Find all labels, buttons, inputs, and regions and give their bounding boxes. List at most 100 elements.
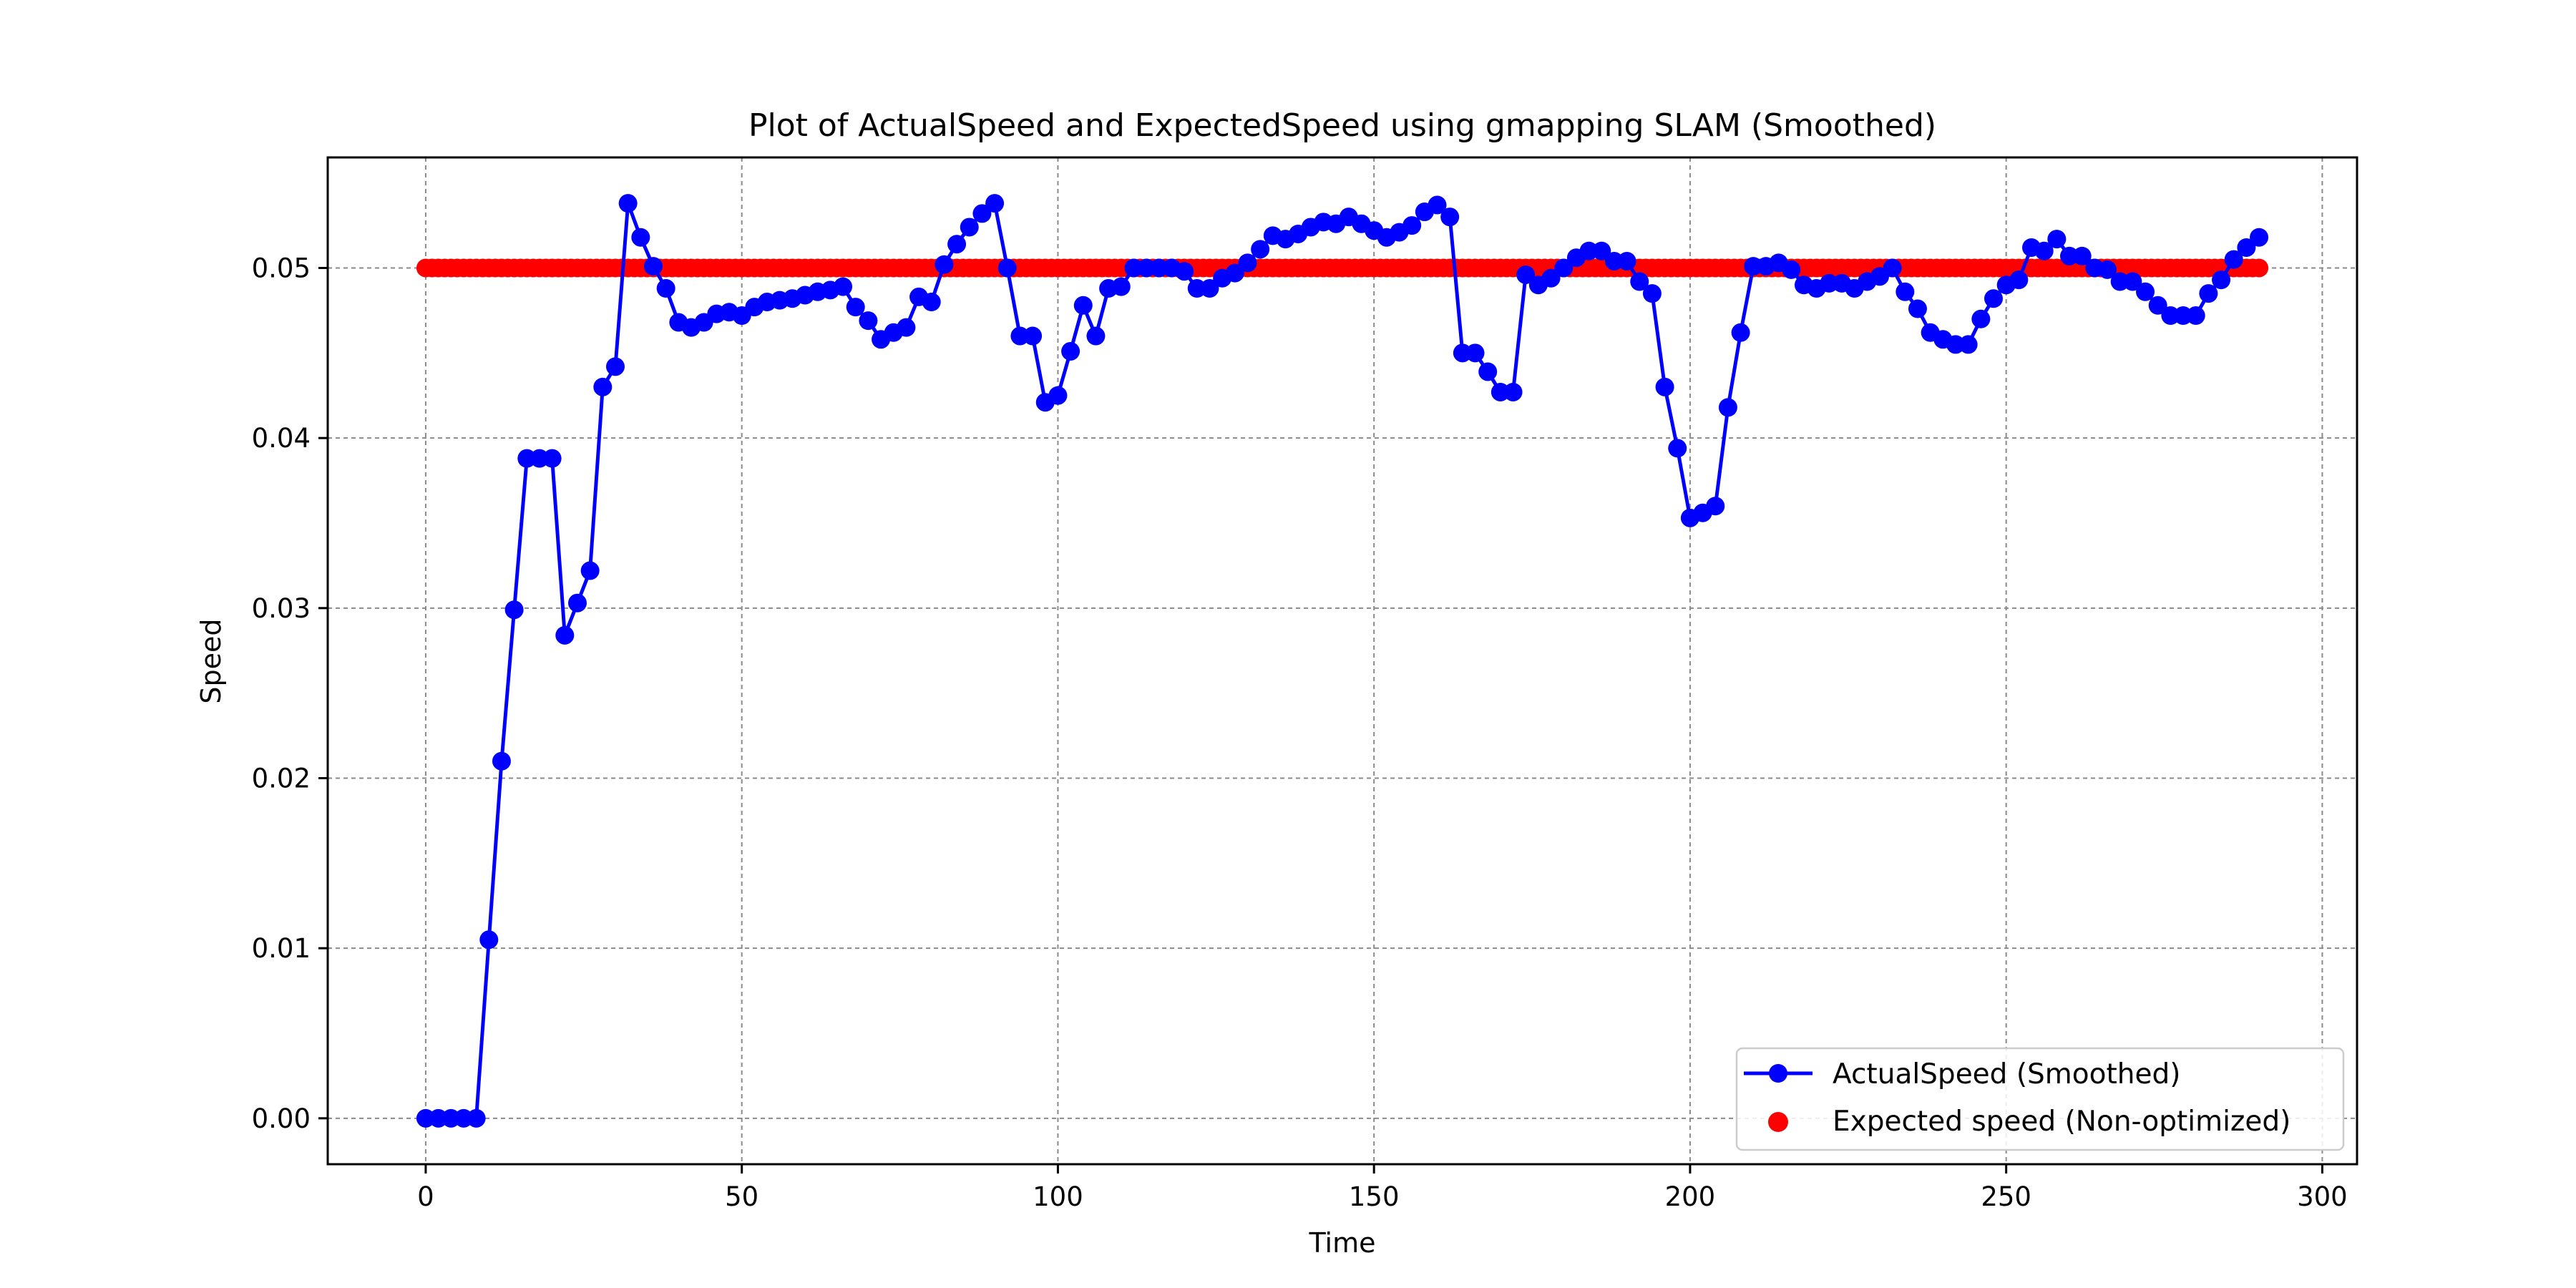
actual-speed-point xyxy=(1541,268,1561,288)
actual-speed-point xyxy=(2199,284,2218,303)
actual-speed-point xyxy=(1516,265,1536,284)
actual-speed-point xyxy=(935,255,954,274)
actual-speed-point xyxy=(1023,326,1043,346)
actual-speed-point xyxy=(1617,251,1636,270)
actual-speed-point xyxy=(618,194,638,213)
actual-speed-point xyxy=(960,218,979,237)
actual-speed-point xyxy=(593,377,613,396)
actual-speed-point xyxy=(859,311,878,331)
actual-speed-point xyxy=(2072,246,2092,265)
x-tick-label: 300 xyxy=(2297,1181,2348,1212)
legend-box xyxy=(1735,1047,2345,1151)
axes-frame xyxy=(326,156,2358,1166)
actual-speed-point xyxy=(834,277,853,296)
actual-speed-point xyxy=(985,194,1005,213)
actual-speed-point xyxy=(1668,439,1687,458)
actual-speed-point xyxy=(2047,230,2067,249)
actual-speed-point xyxy=(1655,377,1674,396)
actual-speed-point xyxy=(1225,263,1244,283)
actual-speed-point xyxy=(1111,277,1131,296)
actual-speed-point xyxy=(1238,253,1257,273)
actual-speed-point xyxy=(1440,208,1460,227)
actual-speed-point xyxy=(1175,262,1194,281)
x-tick-label: 200 xyxy=(1665,1181,1716,1212)
y-axis-label: Speed xyxy=(195,618,227,703)
y-tick-label: 0.00 xyxy=(252,1103,311,1134)
plot-data xyxy=(416,194,2269,1128)
actual-speed-point xyxy=(1200,279,1219,298)
actual-speed-point xyxy=(631,228,650,247)
actual-speed-point xyxy=(467,1108,486,1128)
actual-speed-point xyxy=(643,257,663,276)
actual-speed-point xyxy=(555,625,575,645)
actual-speed-point xyxy=(2123,272,2142,291)
actual-speed-point xyxy=(922,293,941,312)
x-axis-label: Time xyxy=(1309,1227,1376,1259)
x-tick-label: 50 xyxy=(725,1181,758,1212)
actual-speed-point xyxy=(1958,335,1978,354)
actual-speed-point xyxy=(2148,296,2167,315)
actual-speed-point xyxy=(1478,362,1498,381)
actual-speed-point xyxy=(1896,282,1915,301)
actual-speed-point xyxy=(1592,241,1611,260)
actual-speed-point xyxy=(2186,306,2205,326)
actual-speed-point xyxy=(1048,386,1068,405)
expected-speed-point xyxy=(2250,258,2269,278)
x-tick-label: 0 xyxy=(417,1181,434,1212)
actual-speed-point xyxy=(1554,258,1574,278)
actual-speed-point xyxy=(542,449,562,468)
actual-speed-point xyxy=(846,298,865,317)
actual-speed-point xyxy=(897,318,916,337)
actual-speed-point xyxy=(947,235,967,254)
actual-speed-point xyxy=(492,751,511,771)
actual-speed-point xyxy=(2034,241,2054,260)
actual-speed-point xyxy=(1718,398,1737,417)
actual-speed-point xyxy=(1086,326,1106,346)
y-tick-label: 0.01 xyxy=(252,933,311,964)
legend-actual-label: ActualSpeed (Smoothed) xyxy=(1833,1058,2181,1091)
grid xyxy=(328,157,2357,1164)
actual-speed-point xyxy=(1731,323,1750,342)
chart-title: Plot of ActualSpeed and ExpectedSpeed us… xyxy=(748,107,1936,144)
legend-expected-marker xyxy=(1768,1112,1788,1132)
actual-speed-point xyxy=(479,930,499,950)
actual-speed-point xyxy=(2224,250,2243,269)
actual-speed-point xyxy=(2098,260,2117,279)
actual-speed-point xyxy=(1984,289,2003,308)
actual-speed-point xyxy=(1706,497,1725,516)
actual-speed-point xyxy=(2237,238,2256,257)
actual-speed-point xyxy=(1630,272,1649,291)
actual-speed-point xyxy=(972,204,992,223)
y-tick-label: 0.05 xyxy=(252,253,311,283)
x-tick-label: 150 xyxy=(1349,1181,1400,1212)
actual-speed-point xyxy=(2250,228,2269,247)
actual-speed-point xyxy=(1642,284,1662,303)
actual-speed-point xyxy=(1782,260,1801,279)
x-tick-label: 250 xyxy=(1981,1181,2031,1212)
actual-speed-point xyxy=(580,561,600,580)
actual-speed-point xyxy=(2009,270,2029,290)
actual-speed-point xyxy=(1428,195,1447,215)
actual-speed-point xyxy=(1465,343,1485,363)
x-tick-label: 100 xyxy=(1033,1181,1083,1212)
actual-speed-point xyxy=(2212,270,2231,290)
actual-speed-point xyxy=(2136,282,2155,301)
y-tick-label: 0.04 xyxy=(252,423,311,454)
axis-ticks: 0 50 100 150 200 250 300 0.00 0.01 0.02 0.03 0.04 0.… xyxy=(252,253,2348,1212)
legend: ActualSpeed (Smoothed) Expected speed (N… xyxy=(1735,1047,2345,1151)
y-tick-label: 0.02 xyxy=(252,763,311,794)
actual-speed-point xyxy=(1402,216,1422,235)
actual-speed-point xyxy=(997,258,1017,278)
actual-speed-point xyxy=(605,357,625,376)
actual-speed-point xyxy=(1073,296,1093,315)
y-tick-label: 0.03 xyxy=(252,593,311,624)
actual-speed-point xyxy=(504,600,524,620)
actual-speed-point xyxy=(567,593,587,613)
actual-speed-point xyxy=(1971,309,1991,328)
legend-actual-marker xyxy=(1769,1064,1787,1083)
actual-speed-point xyxy=(1061,341,1080,361)
actual-speed-point xyxy=(656,279,675,298)
legend-expected-label: Expected speed (Non-optimized) xyxy=(1833,1106,2290,1138)
actual-speed-point xyxy=(1883,258,1902,278)
